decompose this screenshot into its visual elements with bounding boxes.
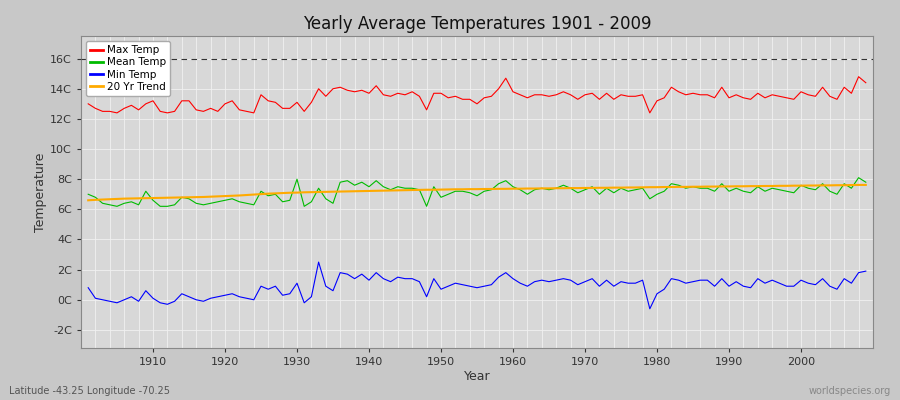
Legend: Max Temp, Mean Temp, Min Temp, 20 Yr Trend: Max Temp, Mean Temp, Min Temp, 20 Yr Tre… [86,41,170,96]
Text: worldspecies.org: worldspecies.org [809,386,891,396]
Title: Yearly Average Temperatures 1901 - 2009: Yearly Average Temperatures 1901 - 2009 [302,15,652,33]
Text: Latitude -43.25 Longitude -70.25: Latitude -43.25 Longitude -70.25 [9,386,170,396]
Y-axis label: Temperature: Temperature [34,152,48,232]
X-axis label: Year: Year [464,370,490,383]
